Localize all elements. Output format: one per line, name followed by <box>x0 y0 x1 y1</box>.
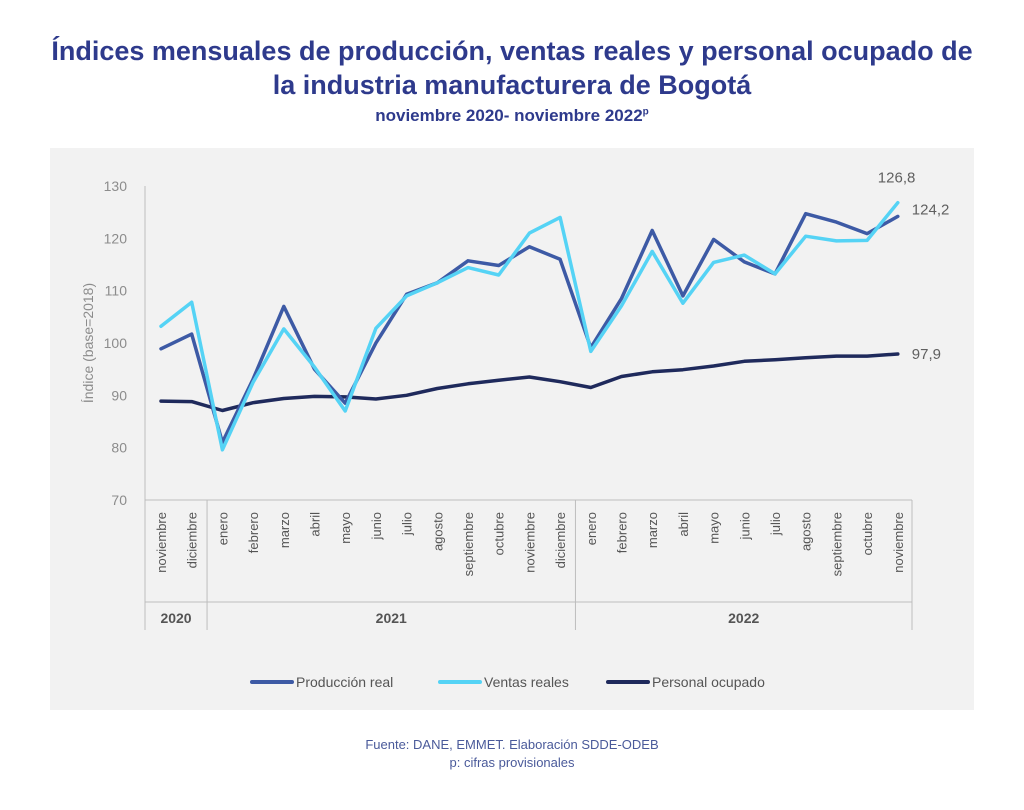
chart-subtitle-sup: p <box>642 106 649 118</box>
y-tick-label: 70 <box>111 492 127 508</box>
x-tick-label: febrero <box>615 512 630 553</box>
x-tick-label: octubre <box>860 512 875 555</box>
chart-subtitle: noviembre 2020- noviembre 2022p <box>0 106 1024 126</box>
y-tick-label: 80 <box>111 440 127 456</box>
x-tick-label: marzo <box>277 512 292 548</box>
y-tick-label: 90 <box>111 387 127 403</box>
y-tick-label: 110 <box>105 283 128 299</box>
x-tick-label: noviembre <box>154 512 169 573</box>
x-tick-label: agosto <box>799 512 814 551</box>
year-label: 2022 <box>728 610 759 626</box>
x-tick-label: junio <box>737 512 752 540</box>
chart-title-line1: Índices mensuales de producción, ventas … <box>51 36 973 66</box>
x-tick-label: enero <box>215 512 230 545</box>
year-label: 2020 <box>160 610 191 626</box>
x-tick-label: septiembre <box>461 512 476 576</box>
x-tick-label: abril <box>308 512 323 537</box>
x-tick-label: noviembre <box>522 512 537 573</box>
y-axis-label: Índice (base=2018) <box>80 283 96 403</box>
data-label-end: 124,2 <box>912 201 950 218</box>
chart-subtitle-text: noviembre 2020- noviembre 2022 <box>375 106 643 125</box>
x-tick-label: agosto <box>430 512 445 551</box>
series-line-0 <box>159 211 900 445</box>
legend-label: Personal ocupado <box>652 674 765 690</box>
data-label-end: 126,8 <box>878 170 916 187</box>
series-line-1 <box>159 200 900 452</box>
x-tick-label: mayo <box>707 512 722 544</box>
provisional-note: p: cifras provisionales <box>449 755 575 770</box>
source-note: Fuente: DANE, EMMET. Elaboración SDDE-OD… <box>365 737 659 752</box>
x-tick-label: septiembre <box>829 512 844 576</box>
x-tick-label: junio <box>369 512 384 540</box>
x-tick-label: marzo <box>645 512 660 548</box>
legend-label: Ventas reales <box>484 674 569 690</box>
y-tick-label: 120 <box>104 230 128 246</box>
series-line-2 <box>159 352 900 413</box>
y-tick-label: 130 <box>104 178 128 194</box>
x-tick-label: enero <box>584 512 599 545</box>
chart-title-line2: la industria manufacturera de Bogotá <box>272 70 752 100</box>
data-label-end: 97,9 <box>912 346 941 363</box>
x-tick-label: noviembre <box>891 512 906 573</box>
x-tick-label: octubre <box>492 512 507 555</box>
x-tick-label: diciembre <box>185 512 200 568</box>
y-tick-label: 100 <box>104 335 128 351</box>
x-tick-label: mayo <box>338 512 353 544</box>
chart-panel <box>50 148 974 710</box>
x-tick-label: abril <box>676 512 691 537</box>
x-tick-label: julio <box>768 512 783 536</box>
year-label: 2021 <box>376 610 407 626</box>
x-tick-label: diciembre <box>553 512 568 568</box>
legend-label: Producción real <box>296 674 393 690</box>
x-tick-label: julio <box>400 512 415 536</box>
x-tick-label: febrero <box>246 512 261 553</box>
